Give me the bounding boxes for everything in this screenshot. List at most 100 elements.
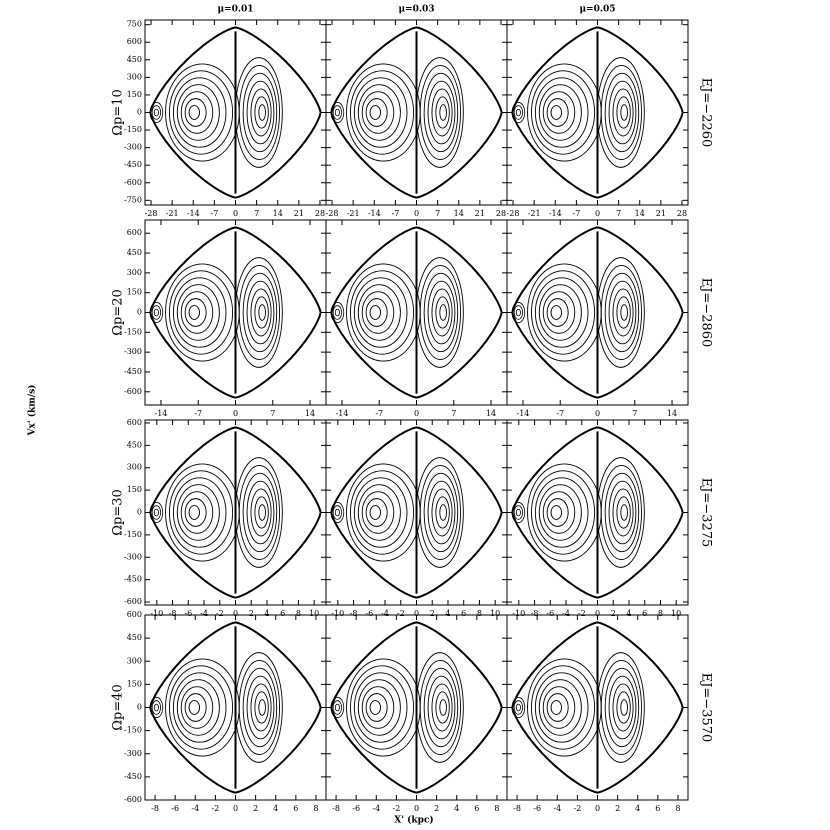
- orbit: [350, 470, 415, 555]
- x-tick-label: -6: [546, 609, 554, 618]
- y-tick-label: 600: [127, 418, 142, 427]
- orbit: [538, 84, 582, 141]
- x-tick-label: 0: [595, 209, 600, 218]
- y-tick-label: 0: [137, 508, 142, 517]
- x-tick-label: -4: [562, 609, 570, 618]
- y-tick-label: 450: [127, 440, 142, 449]
- orbit: [165, 63, 240, 162]
- x-tick-label: -4: [553, 804, 561, 813]
- orbit: [250, 88, 272, 137]
- orbit: [608, 675, 637, 740]
- orbit: [254, 96, 269, 129]
- orbit: [149, 696, 164, 719]
- x-tick-label: -8: [350, 609, 358, 618]
- orbit: [620, 104, 628, 121]
- orbit: [153, 108, 159, 117]
- orbit: [596, 57, 645, 168]
- orbit: [546, 298, 569, 327]
- x-tick-label: -2: [392, 804, 400, 813]
- orbit: [334, 308, 340, 317]
- orbit: [246, 675, 275, 740]
- orbit: [234, 652, 283, 763]
- x-tick-label: -7: [556, 409, 564, 418]
- orbit: [513, 505, 524, 520]
- orbit: [608, 280, 637, 345]
- column-title: μ=0.03: [398, 5, 434, 15]
- x-tick-label: 2: [434, 804, 439, 813]
- x-tick-label: 21: [294, 209, 304, 218]
- orbit: [188, 305, 201, 320]
- x-tick-label: -2: [578, 609, 586, 618]
- x-tick-label: -7: [375, 409, 383, 418]
- orbit: [353, 672, 408, 743]
- orbit: [431, 683, 453, 732]
- orbit: [511, 301, 526, 324]
- x-tick-label: 0: [595, 804, 600, 813]
- y-tick-label: -300: [124, 749, 142, 758]
- orbit: [250, 683, 272, 732]
- orbit: [357, 84, 401, 141]
- x-tick-label: -28: [145, 209, 158, 218]
- orbit: [254, 496, 269, 529]
- orbit: [550, 700, 563, 715]
- orbit: [353, 277, 408, 348]
- y-tick-label: -150: [124, 726, 142, 735]
- x-tick-label: 8: [313, 804, 318, 813]
- orbit: [334, 108, 340, 117]
- orbit: [616, 496, 631, 529]
- orbit: [369, 505, 382, 520]
- orbit: [415, 257, 464, 368]
- orbit: [184, 298, 207, 327]
- orbit: [176, 679, 220, 736]
- y-tick-label: -450: [124, 575, 142, 584]
- x-tick-label: 0: [233, 609, 238, 618]
- orbit: [180, 291, 214, 334]
- y-tick-label: 0: [137, 703, 142, 712]
- energy-label: EJ=−3570: [699, 673, 714, 743]
- x-tick-label: 4: [273, 804, 278, 813]
- x-tick-label: -10: [331, 609, 344, 618]
- y-tick-label: 300: [127, 72, 142, 81]
- orbit: [439, 304, 447, 321]
- x-tick-label: -8: [151, 804, 159, 813]
- orbit: [369, 700, 382, 715]
- x-tick-label: -4: [381, 609, 389, 618]
- orbit: [604, 272, 640, 353]
- orbit: [165, 463, 240, 562]
- orbit: [527, 63, 602, 162]
- orbit: [515, 508, 521, 517]
- orbit: [423, 472, 459, 553]
- x-tick-label: -14: [336, 409, 349, 418]
- orbit: [184, 498, 207, 527]
- orbit: [332, 105, 343, 120]
- orbit: [332, 505, 343, 520]
- row-label: Ωp=30: [111, 489, 126, 536]
- orbit: [427, 80, 456, 145]
- x-tick-label: 8: [296, 609, 301, 618]
- x-tick-label: 14: [486, 409, 496, 418]
- y-tick-label: 150: [127, 485, 142, 494]
- orbit: [369, 305, 382, 320]
- orbit: [620, 504, 628, 521]
- orbit: [612, 488, 634, 537]
- y-tick-label: -750: [124, 195, 142, 204]
- orbit: [234, 457, 283, 568]
- orbit: [169, 270, 234, 355]
- orbit: [149, 101, 164, 124]
- x-tick-label: 14: [667, 409, 677, 418]
- x-tick-label: -6: [352, 804, 360, 813]
- orbit: [596, 457, 645, 568]
- orbit: [527, 658, 602, 757]
- orbit: [153, 308, 159, 317]
- orbit: [365, 498, 388, 527]
- orbit: [439, 699, 447, 716]
- orbit: [346, 63, 421, 162]
- orbit: [334, 508, 340, 517]
- orbit: [531, 470, 596, 555]
- orbit: [415, 457, 464, 568]
- x-tick-label: -14: [155, 409, 168, 418]
- x-tick-label: 6: [655, 804, 660, 813]
- orbit: [369, 105, 382, 120]
- orbit: [538, 679, 582, 736]
